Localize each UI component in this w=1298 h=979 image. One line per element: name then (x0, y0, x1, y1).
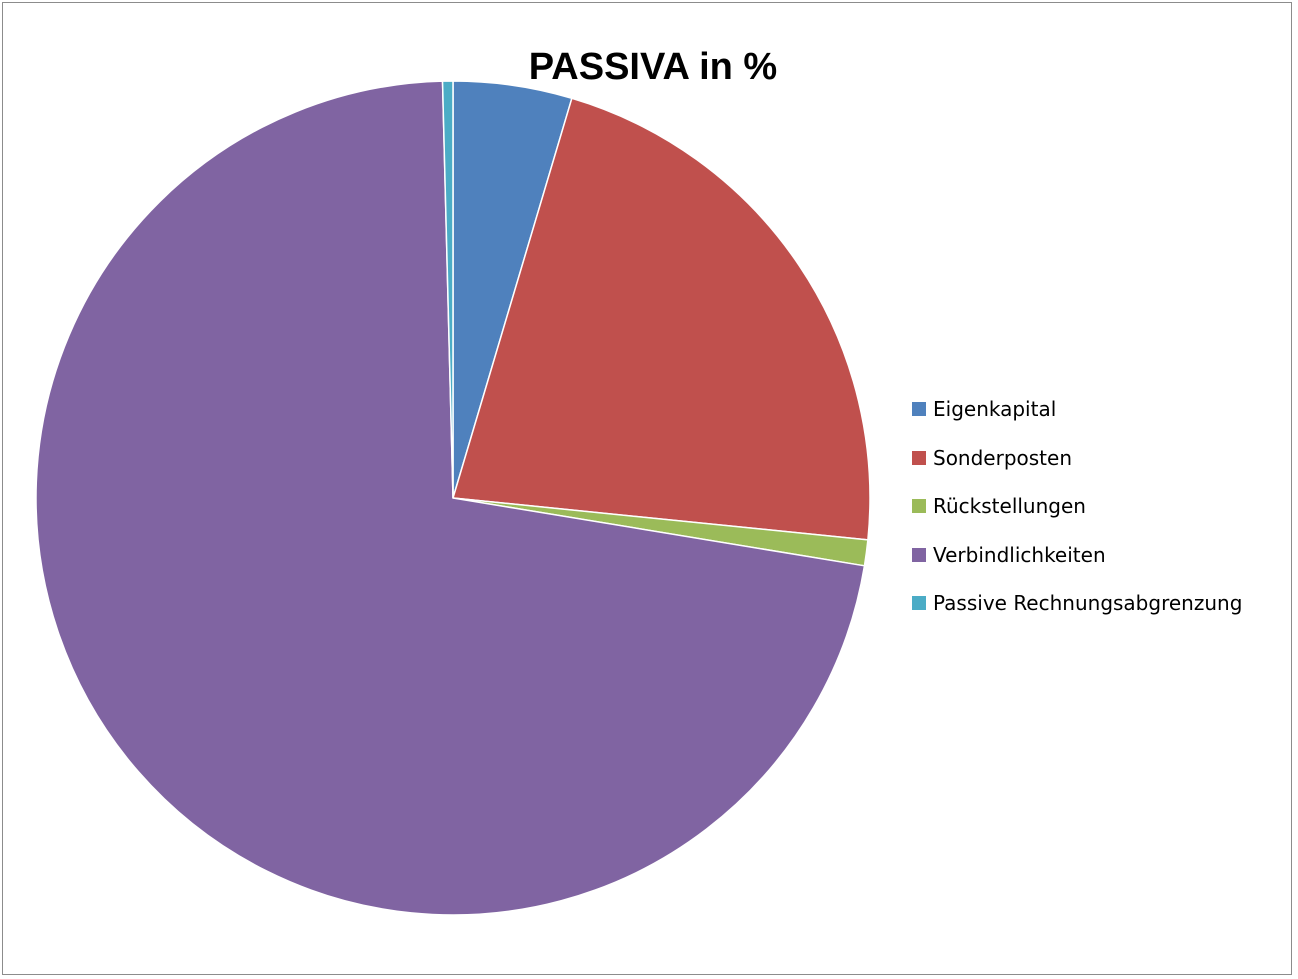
legend-item-sonderposten: Sonderposten (912, 434, 1282, 483)
legend-item-verbindlichkeiten: Verbindlichkeiten (912, 531, 1282, 580)
legend-item-passive-rechnungsabgrenzung: Passive Rechnungsabgrenzung (912, 579, 1282, 628)
pie-slice-sonderposten (452, 97, 871, 541)
chart-title: PASSIVA in % (528, 46, 778, 88)
legend-item-rueckstellungen: Rückstellungen (912, 482, 1282, 531)
legend-label: Passive Rechnungsabgrenzung (933, 591, 1243, 616)
chart-legend: Eigenkapital Sonderposten Rückstellungen Ve… (912, 385, 1282, 628)
pie-slice-passive-rechnungsabgrenzung (441, 80, 454, 499)
legend-swatch (912, 547, 926, 562)
legend-label: Eigenkapital (933, 397, 1057, 422)
pie-slice-verbindlichkeiten (35, 80, 866, 916)
legend-label: Rückstellungen (933, 494, 1086, 519)
legend-label: Sonderposten (933, 445, 1073, 470)
legend-swatch (912, 450, 926, 465)
legend-swatch (912, 402, 926, 417)
legend-swatch (912, 596, 926, 611)
legend-swatch (912, 499, 926, 514)
legend-item-eigenkapital: Eigenkapital (912, 385, 1282, 434)
legend-label: Verbindlichkeiten (933, 542, 1106, 567)
